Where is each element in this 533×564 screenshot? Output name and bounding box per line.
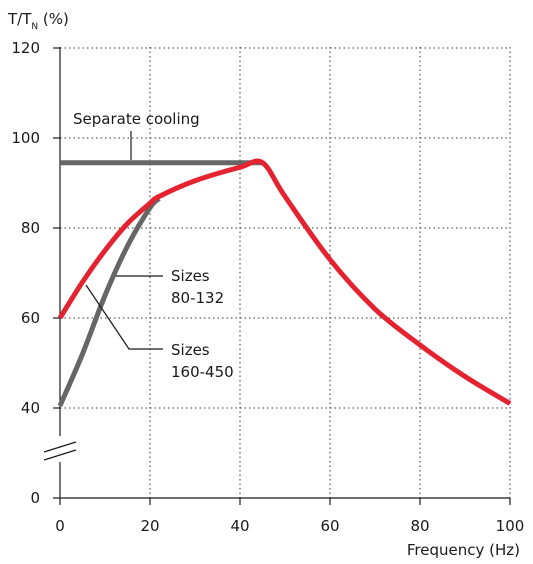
- y-tick-label-120: 120: [11, 39, 40, 57]
- y-axis-break-mark-1: [43, 441, 77, 453]
- annotation-separate-cooling: Separate cooling: [73, 110, 200, 160]
- x-tick-label-0: 0: [55, 517, 65, 535]
- annotation-sizes-160-450-line2: 160-450: [171, 363, 234, 381]
- y-axis-title: T/TN (%): [7, 10, 69, 32]
- y-axis-break-mark-2: [43, 449, 77, 461]
- y-tick-label-80: 80: [21, 219, 40, 237]
- y-axis-title-main: T/T: [7, 10, 32, 28]
- y-tick-label-40: 40: [21, 399, 40, 417]
- y-axis-title-sub: N: [31, 22, 38, 32]
- series-line-sizes-160-450: [57, 158, 512, 406]
- y-tick-label-60: 60: [21, 309, 40, 327]
- x-tick-label-60: 60: [320, 517, 339, 535]
- annotation-sizes-160-450-line1: Sizes: [171, 341, 210, 359]
- x-tick-label-100: 100: [496, 517, 525, 535]
- y-tick-label-0: 0: [30, 489, 40, 507]
- annotation-sizes-80-132-line2: 80-132: [171, 289, 224, 307]
- x-tick-label-40: 40: [230, 517, 249, 535]
- x-tick-label-20: 20: [140, 517, 159, 535]
- axes: [43, 47, 511, 505]
- annotation-sizes-160-450: Sizes 160-450: [85, 284, 234, 381]
- series-lines: [57, 158, 512, 407]
- x-axis-title: Frequency (Hz): [407, 541, 520, 559]
- annotation-separate-cooling-label: Separate cooling: [73, 110, 200, 128]
- grid: [60, 47, 511, 498]
- tick-labels: 0 20 40 60 80 100 0 40 60 80 100 120: [11, 39, 524, 535]
- series-line-sizes-80-132: [57, 196, 161, 407]
- y-axis-title-unit: (%): [38, 10, 69, 28]
- annotation-sizes-80-132: Sizes 80-132: [116, 267, 224, 307]
- annotation-sizes-160-450-leader: [85, 284, 163, 350]
- y-tick-label-100: 100: [11, 129, 40, 147]
- x-tick-label-80: 80: [410, 517, 429, 535]
- annotation-sizes-80-132-line1: Sizes: [171, 267, 210, 285]
